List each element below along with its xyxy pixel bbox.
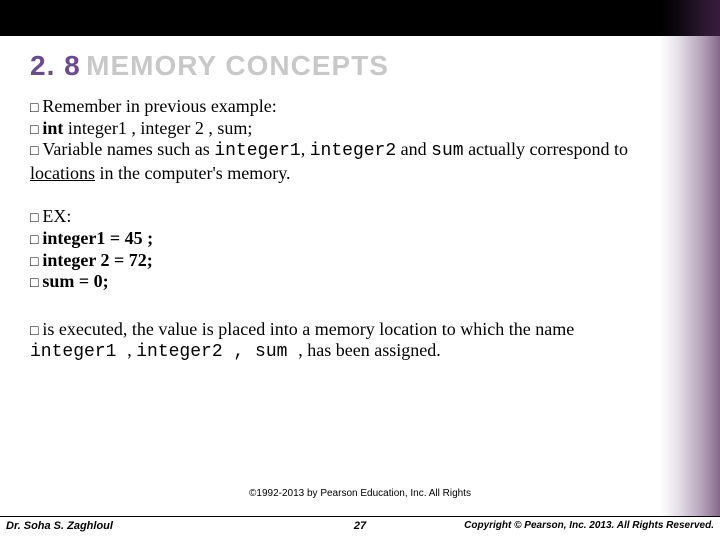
bullet-box-icon: □ bbox=[30, 209, 42, 225]
bullet-text: , bbox=[127, 340, 136, 360]
declaration-text: integer1 , integer 2 , sum; bbox=[68, 118, 252, 138]
bullet-text: Variable names such as bbox=[42, 139, 214, 159]
code-text: integer1 bbox=[30, 342, 127, 362]
bullet-box-icon: □ bbox=[30, 142, 42, 158]
bullet-group-2: □ EX: □ integer1 = 45 ; □ integer 2 = 72… bbox=[30, 206, 650, 292]
bullet-line: □ int integer1 , integer 2 , sum; bbox=[30, 118, 650, 140]
underlined-text: locations bbox=[30, 163, 95, 183]
footer-copyright: Copyright © Pearson, Inc. 2013. All Righ… bbox=[464, 520, 714, 531]
footer-author: Dr. Soha S. Zaghloul bbox=[6, 520, 113, 532]
code-text: sum bbox=[431, 141, 463, 161]
bullet-text: actually correspond to bbox=[464, 139, 628, 159]
code-text: integer2 , sum bbox=[136, 342, 298, 362]
bullet-text: is executed, the value is placed into a … bbox=[42, 319, 574, 339]
bullet-line: □ EX: bbox=[30, 206, 650, 228]
bullet-line: □ integer 2 = 72; bbox=[30, 250, 650, 272]
bullet-text: in the computer's memory. bbox=[95, 163, 291, 183]
title-text: MEMORY CONCEPTS bbox=[86, 50, 389, 81]
footer-bar: Dr. Soha S. Zaghloul 27 Copyright © Pear… bbox=[0, 516, 720, 540]
bullet-line: □ integer1 = 45 ; bbox=[30, 228, 650, 250]
bullet-box-icon: □ bbox=[30, 121, 42, 137]
code-text: integer2 bbox=[310, 141, 396, 161]
bullet-line: □ Variable names such as integer1, integ… bbox=[30, 139, 650, 184]
copyright-mid: ©1992-2013 by Pearson Education, Inc. Al… bbox=[0, 488, 720, 499]
keyword-int: int bbox=[42, 118, 68, 138]
top-bar bbox=[0, 0, 720, 36]
title-number: 2. 8 bbox=[30, 50, 81, 81]
assignment-text: integer1 = 45 ; bbox=[42, 228, 153, 248]
bullet-line: □ is executed, the value is placed into … bbox=[30, 319, 650, 364]
bullet-text: Remember in previous example: bbox=[42, 96, 276, 116]
code-text: integer1 bbox=[214, 141, 300, 161]
bullet-line: □ Remember in previous example: bbox=[30, 96, 650, 118]
bullet-box-icon: □ bbox=[30, 274, 42, 290]
footer-page-number: 27 bbox=[354, 520, 366, 532]
bullet-box-icon: □ bbox=[30, 231, 42, 247]
bullet-box-icon: □ bbox=[30, 253, 42, 269]
bullet-group-1: □ Remember in previous example: □ int in… bbox=[30, 96, 650, 184]
bullet-group-3: □ is executed, the value is placed into … bbox=[30, 319, 650, 364]
slide-content: 2. 8 MEMORY CONCEPTS □ Remember in previ… bbox=[0, 36, 720, 364]
slide-title: 2. 8 MEMORY CONCEPTS bbox=[30, 50, 650, 82]
bullet-text: and bbox=[396, 139, 431, 159]
bullet-text: , has been assigned. bbox=[298, 340, 440, 360]
bullet-text: EX: bbox=[42, 206, 71, 226]
bullet-line: □ sum = 0; bbox=[30, 271, 650, 293]
assignment-text: sum = 0; bbox=[42, 271, 108, 291]
assignment-text: integer 2 = 72; bbox=[42, 250, 152, 270]
bullet-box-icon: □ bbox=[30, 322, 42, 338]
bullet-box-icon: □ bbox=[30, 99, 42, 115]
bullet-text: , bbox=[301, 139, 310, 159]
